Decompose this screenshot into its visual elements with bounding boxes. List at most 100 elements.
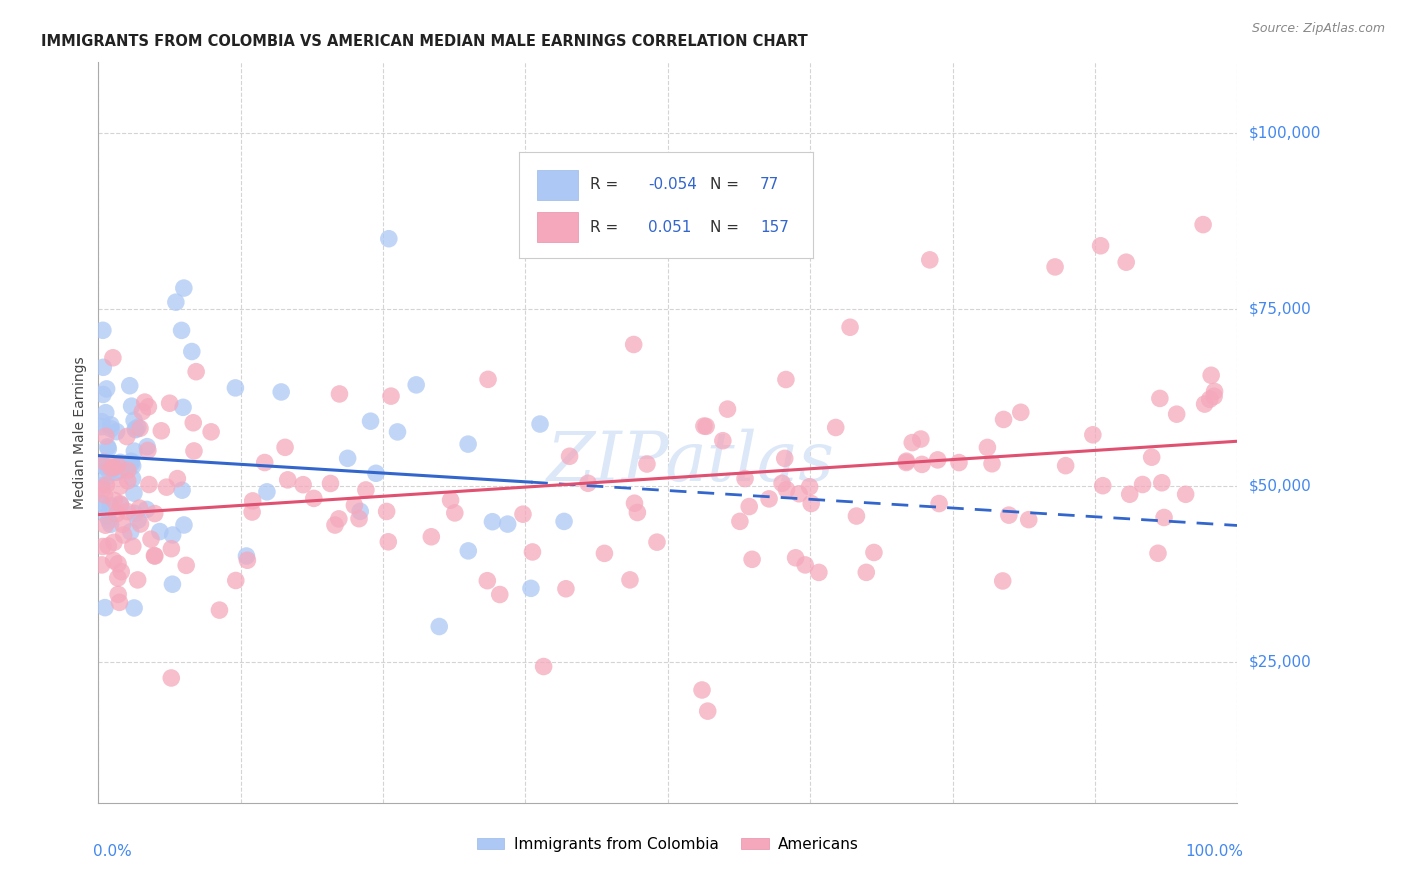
- Point: [593, 546, 616, 560]
- Point: [794, 558, 817, 572]
- Text: IMMIGRANTS FROM COLOMBIA VS AMERICAN MEDIAN MALE EARNINGS CORRELATION CHART: IMMIGRANTS FROM COLOMBIA VS AMERICAN MED…: [42, 34, 808, 49]
- Point: [775, 372, 797, 386]
- Point: [800, 496, 823, 510]
- Point: [623, 496, 645, 510]
- Point: [107, 571, 129, 585]
- Point: [375, 504, 398, 518]
- Point: [91, 482, 114, 496]
- Text: N =: N =: [710, 219, 744, 235]
- Point: [139, 532, 162, 546]
- Point: [522, 545, 544, 559]
- Point: [824, 420, 846, 434]
- Point: [150, 424, 173, 438]
- Point: [998, 508, 1021, 523]
- Point: [118, 378, 141, 392]
- Point: [184, 365, 207, 379]
- Point: [1150, 475, 1173, 490]
- Point: [97, 460, 120, 475]
- Point: [90, 496, 112, 510]
- Point: [457, 437, 479, 451]
- Point: [785, 550, 807, 565]
- Point: [165, 295, 187, 310]
- Point: [619, 573, 641, 587]
- Text: $25,000: $25,000: [1249, 654, 1312, 669]
- Point: [94, 406, 117, 420]
- Point: [125, 423, 148, 437]
- Point: [845, 509, 868, 524]
- Point: [121, 457, 143, 471]
- Point: [134, 395, 156, 409]
- Point: [97, 539, 120, 553]
- Point: [443, 506, 465, 520]
- Point: [170, 323, 193, 337]
- Point: [143, 549, 166, 563]
- Point: [716, 402, 738, 417]
- Point: [149, 524, 172, 539]
- Point: [127, 573, 149, 587]
- Point: [124, 422, 146, 436]
- Point: [131, 404, 153, 418]
- Point: [533, 659, 555, 673]
- Point: [349, 504, 371, 518]
- Point: [1081, 427, 1104, 442]
- Point: [696, 704, 718, 718]
- Point: [110, 565, 132, 579]
- Point: [143, 507, 166, 521]
- Point: [108, 497, 131, 511]
- Point: [90, 558, 112, 572]
- Y-axis label: Median Male Earnings: Median Male Earnings: [73, 356, 87, 509]
- Point: [90, 478, 112, 492]
- Point: [240, 505, 263, 519]
- Point: [110, 457, 132, 471]
- Point: [319, 476, 342, 491]
- Point: [94, 518, 117, 533]
- Point: [96, 478, 118, 492]
- Point: [1166, 407, 1188, 421]
- Point: [90, 419, 112, 434]
- Point: [839, 320, 862, 334]
- Text: $75,000: $75,000: [1249, 301, 1312, 317]
- Point: [991, 574, 1014, 588]
- Point: [1091, 479, 1114, 493]
- Point: [173, 281, 195, 295]
- Point: [901, 435, 924, 450]
- Point: [477, 372, 499, 386]
- Point: [336, 451, 359, 466]
- Text: 0.0%: 0.0%: [93, 844, 132, 858]
- Point: [576, 476, 599, 491]
- Point: [741, 552, 763, 566]
- Point: [645, 535, 668, 549]
- Point: [91, 458, 114, 472]
- Text: ZIPatlas: ZIPatlas: [547, 429, 835, 496]
- Point: [728, 514, 751, 528]
- Point: [770, 476, 793, 491]
- Point: [918, 252, 941, 267]
- Point: [129, 421, 152, 435]
- Point: [100, 422, 122, 436]
- Point: [103, 493, 125, 508]
- Point: [855, 566, 877, 580]
- Point: [107, 587, 129, 601]
- Point: [138, 477, 160, 491]
- Point: [138, 400, 160, 414]
- Bar: [537, 212, 578, 242]
- Point: [127, 513, 149, 527]
- Point: [96, 508, 118, 523]
- Point: [981, 457, 1004, 471]
- Point: [117, 463, 139, 477]
- Point: [976, 441, 998, 455]
- Text: 77: 77: [761, 178, 779, 192]
- Point: [270, 384, 292, 399]
- Point: [100, 499, 122, 513]
- Point: [98, 466, 121, 480]
- Point: [136, 443, 159, 458]
- Point: [553, 515, 575, 529]
- Point: [636, 457, 658, 471]
- Point: [555, 582, 578, 596]
- Point: [439, 493, 461, 508]
- Point: [948, 456, 970, 470]
- Point: [1054, 458, 1077, 473]
- Point: [1194, 397, 1216, 411]
- Point: [738, 500, 761, 514]
- Point: [1115, 255, 1137, 269]
